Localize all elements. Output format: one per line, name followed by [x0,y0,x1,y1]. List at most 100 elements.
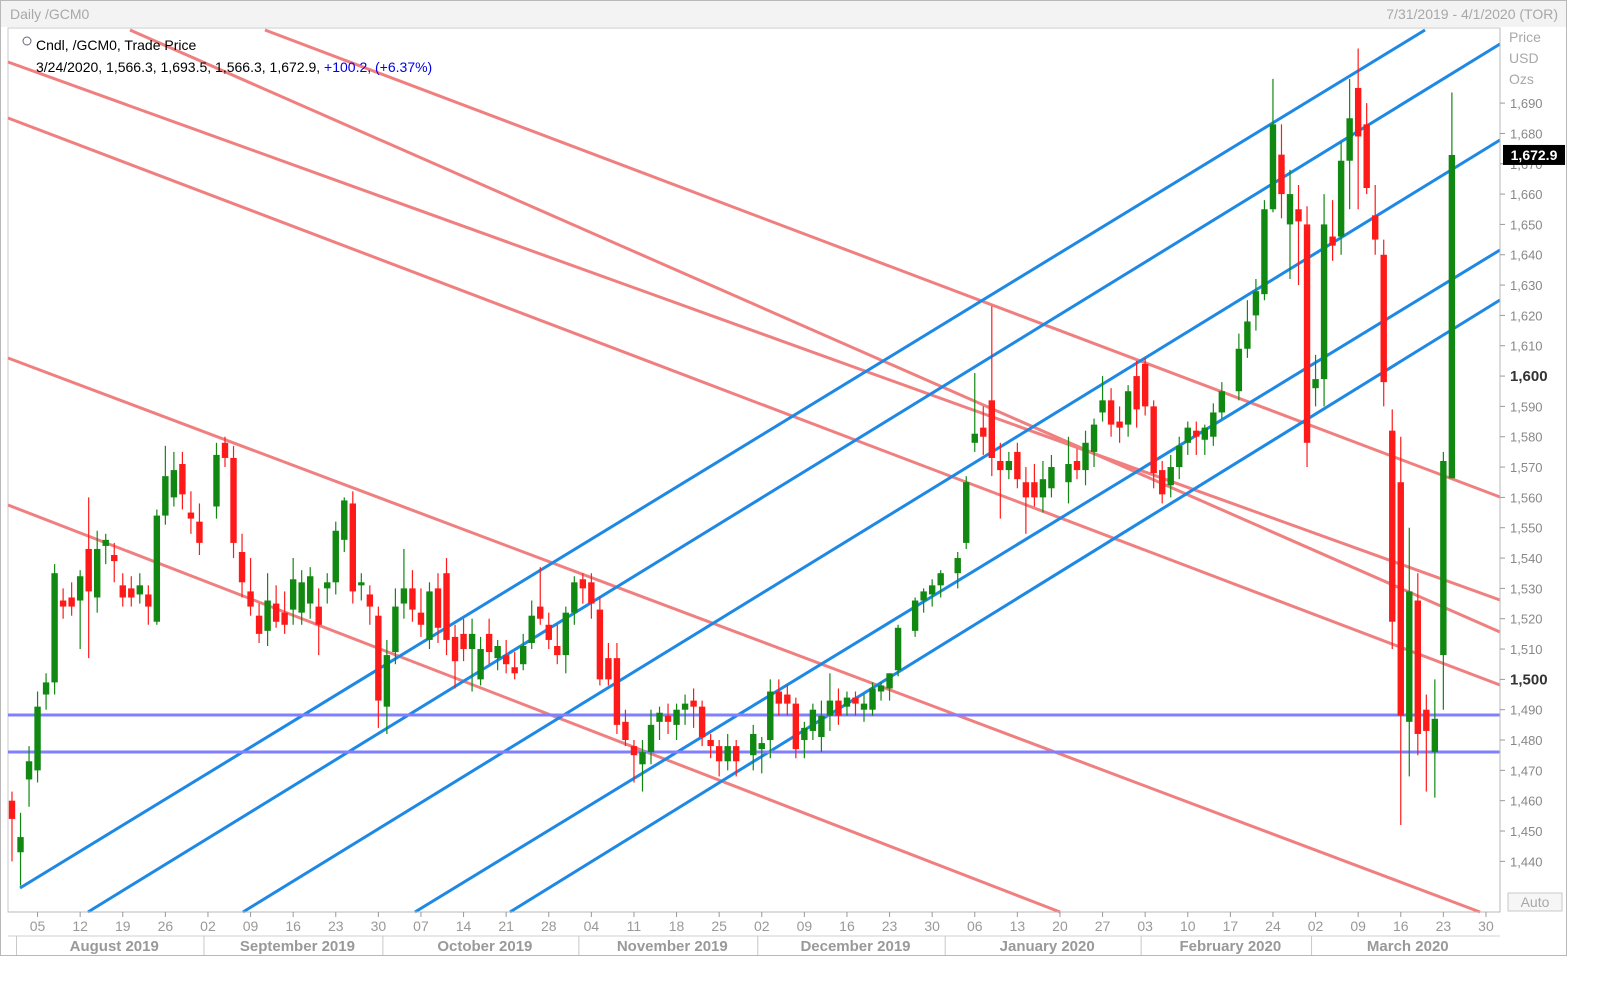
x-tick-label: 16 [285,918,301,934]
candle-body [289,579,297,610]
candle-body [997,460,1004,471]
candle-body [673,709,680,725]
x-tick-label: 20 [1052,918,1068,934]
candle-body [1423,709,1430,731]
candle-body [1039,479,1047,498]
x-tick-label: 02 [754,918,770,934]
candle-body [809,709,817,731]
candle-body [554,646,561,656]
x-group-label: December 2019 [800,938,910,955]
x-tick-label: 16 [839,918,855,934]
candle-body [1244,321,1251,349]
trend-line [264,28,1501,499]
legend-change: +100.2, (+6.37%) [324,59,432,75]
candle-body [1193,430,1200,437]
candle-body [34,706,41,771]
candle-body [937,573,944,586]
x-tick-label: 30 [924,918,940,934]
y-tick-label: 1,530 [1510,581,1543,596]
x-tick-label: 18 [669,918,685,934]
candle-body [349,503,356,592]
candle-body [698,706,706,737]
candle-body [1159,470,1166,495]
candle-body [562,612,569,656]
candle-body [1048,467,1055,489]
y-tick-label: 1,610 [1510,339,1543,354]
candle-body [315,606,322,625]
auto-button-label[interactable]: Auto [1521,894,1550,910]
x-tick-label: 02 [1308,918,1324,934]
candle-body [1372,215,1379,240]
candle-body [179,464,186,495]
candle-body [1133,376,1140,410]
candle-body [596,609,604,680]
x-group-label: February 2020 [1179,938,1281,955]
candle-body [1116,421,1123,428]
candle-body [639,752,646,765]
x-tick-label: 05 [30,918,46,934]
candle-body [238,551,246,583]
candle-body [1252,291,1260,316]
x-tick-label: 28 [541,918,557,934]
candle-body [281,612,288,625]
candle-body [877,685,885,692]
candle-body [460,633,467,650]
x-tick-label: 03 [1137,918,1153,934]
candle-body [247,591,254,607]
candle-body [647,724,655,753]
y-tick-label: 1,450 [1510,824,1543,839]
candle-body [332,530,339,583]
candle-body [128,588,135,598]
x-tick-label: 09 [797,918,813,934]
candle-body [656,712,663,722]
y-tick-label: 1,490 [1510,703,1543,718]
trend-line [7,60,1501,602]
candle-body [545,624,552,640]
candle-body [324,582,331,589]
x-group-label: November 2019 [617,938,728,955]
candle-body [1150,406,1157,474]
legend-ohlc: 3/24/2020, 1,566.3, 1,693.5, 1,566.3, 1,… [36,59,320,75]
candle-body [528,615,535,643]
y-tick-label: 1,640 [1510,248,1543,263]
candle-body [894,627,902,671]
x-tick-label: 12 [72,918,88,934]
auto-button[interactable] [1507,892,1563,912]
y-tick-label: 1,440 [1510,854,1543,869]
y-tick-label: 1,460 [1510,794,1543,809]
x-tick-label: 07 [413,918,429,934]
candle-body [255,615,263,634]
x-tick-label: 14 [456,918,472,934]
candle-body [775,691,782,704]
candle-body [102,539,109,546]
candle-body [443,573,450,640]
candle-body [664,715,672,722]
trend-line [7,356,1481,914]
axis-label: USD [1509,50,1539,66]
candle-body [485,633,493,653]
x-tick-label: 17 [1223,918,1239,934]
candle-body [1269,124,1277,210]
candle-body [1380,254,1387,383]
candle-body [852,697,859,704]
candle-body [383,655,391,707]
candle-body [520,646,527,665]
candle-body [409,588,416,610]
candle-body [1107,400,1115,425]
candle-body [971,433,978,443]
candle-body [111,555,118,562]
y-tick-label: 1,580 [1510,430,1543,445]
y-axis: 1,440 1,450 1,460 1,470 1,480 1,490 1,500 1,510… [1500,96,1565,869]
candle-body [537,606,544,619]
trend-line [7,503,1061,914]
candle-body [1448,154,1456,479]
candle-body [911,600,919,631]
candle-body [1073,460,1081,471]
candle-body [1065,464,1072,483]
candle-body [511,667,518,674]
x-tick-label: 30 [1478,918,1494,934]
candle-body [1363,124,1370,189]
x-group-label: October 2019 [437,938,532,955]
candle-body [477,649,484,680]
candle-body [468,633,476,650]
